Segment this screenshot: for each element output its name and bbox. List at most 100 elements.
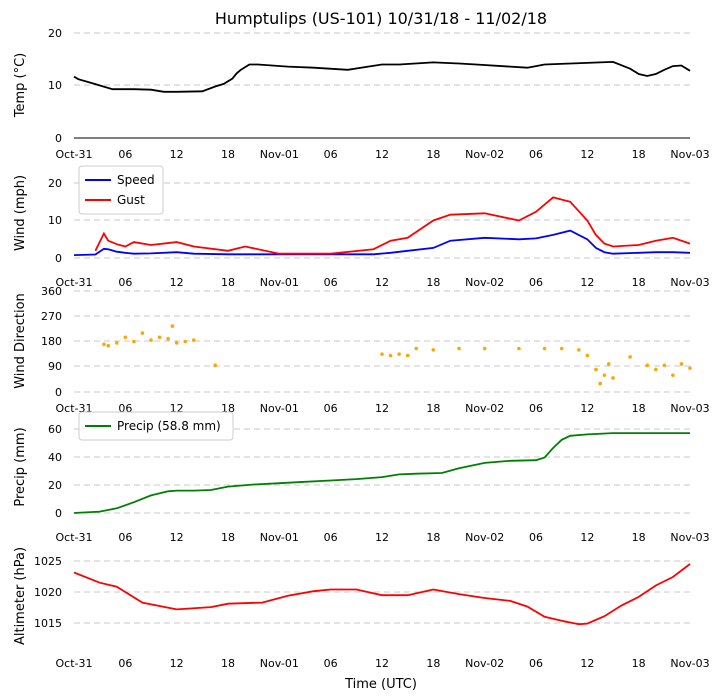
x-tick-label: 06 bbox=[324, 148, 338, 161]
x-tick-label: 12 bbox=[170, 531, 184, 544]
direction-point bbox=[628, 355, 632, 359]
x-tick-label: 06 bbox=[529, 531, 543, 544]
x-tick-label: 06 bbox=[118, 657, 132, 670]
y-tick-label: 0 bbox=[55, 507, 62, 520]
direction-point bbox=[191, 338, 196, 342]
x-tick-label: Nov-03 bbox=[670, 148, 709, 161]
x-tick-label: 12 bbox=[580, 276, 594, 289]
x-tick-label: 12 bbox=[375, 402, 389, 415]
direction-point bbox=[482, 346, 487, 351]
x-tick-label: Nov-01 bbox=[260, 531, 299, 544]
x-tick-label: 18 bbox=[221, 148, 235, 161]
x-tick-label: 12 bbox=[170, 276, 184, 289]
direction-point bbox=[542, 346, 547, 351]
direction-point bbox=[174, 341, 179, 345]
direction-point bbox=[671, 373, 675, 377]
x-tick-label: Nov-03 bbox=[670, 657, 709, 670]
x-tick-label: 12 bbox=[375, 148, 389, 161]
direction-point bbox=[611, 376, 615, 380]
x-tick-label: Nov-01 bbox=[260, 657, 299, 670]
x-tick-label: 12 bbox=[375, 276, 389, 289]
y-tick-label: 180 bbox=[41, 335, 62, 348]
x-tick-label: Oct-31 bbox=[56, 657, 93, 670]
x-tick-label: 06 bbox=[324, 402, 338, 415]
x-tick-label: 18 bbox=[632, 402, 646, 415]
y-tick-label: 20 bbox=[48, 479, 62, 492]
y-axis-label: Altimeter (hPa) bbox=[13, 547, 28, 645]
x-tick-label: 06 bbox=[324, 531, 338, 544]
y-axis-label: Temp (°C) bbox=[13, 53, 28, 119]
x-tick-label: 06 bbox=[324, 657, 338, 670]
x-tick-label: Nov-02 bbox=[465, 531, 504, 544]
x-tick-label: 18 bbox=[426, 531, 440, 544]
direction-point bbox=[598, 381, 602, 386]
direction-point bbox=[123, 335, 128, 340]
direction-point bbox=[594, 367, 598, 372]
x-tick-label: Nov-03 bbox=[670, 402, 709, 415]
x-tick-label: 12 bbox=[580, 657, 594, 670]
x-tick-label: 06 bbox=[324, 276, 338, 289]
direction-point bbox=[157, 335, 162, 340]
direction-point bbox=[688, 366, 692, 370]
y-tick-label: 1015 bbox=[34, 617, 62, 630]
x-tick-label: Nov-01 bbox=[260, 148, 299, 161]
series-line-temp bbox=[73, 60, 691, 93]
y-tick-label: 60 bbox=[48, 423, 62, 436]
y-axis-label: Wind (mph) bbox=[13, 175, 28, 251]
y-tick-label: 10 bbox=[48, 79, 62, 92]
x-tick-label: 18 bbox=[426, 402, 440, 415]
direction-point bbox=[405, 353, 410, 358]
x-tick-label: 06 bbox=[118, 531, 132, 544]
x-tick-label: 18 bbox=[221, 276, 235, 289]
direction-point bbox=[102, 342, 106, 347]
y-tick-label: 1025 bbox=[34, 555, 62, 568]
legend-entry: Speed bbox=[117, 173, 155, 187]
x-tick-label: Nov-03 bbox=[670, 276, 709, 289]
y-tick-label: 1020 bbox=[34, 586, 62, 599]
x-tick-label: 06 bbox=[529, 402, 543, 415]
direction-point bbox=[517, 346, 521, 351]
y-tick-label: 270 bbox=[41, 310, 62, 323]
direction-point bbox=[414, 346, 419, 351]
x-tick-label: 06 bbox=[529, 276, 543, 289]
panel-precip: 0 20 40 60 Precip (mm) Oct-31 06 12 18 Nov-01 06 12… bbox=[13, 411, 710, 544]
direction-point bbox=[585, 353, 590, 358]
legend-box bbox=[78, 165, 164, 215]
x-tick-label: 18 bbox=[221, 657, 235, 670]
y-axis-label: Wind Direction bbox=[13, 293, 28, 389]
y-axis-label: Precip (mm) bbox=[13, 427, 28, 506]
direction-point bbox=[166, 336, 170, 341]
direction-point bbox=[559, 346, 564, 351]
direction-point bbox=[140, 331, 145, 335]
direction-point bbox=[606, 362, 611, 366]
y-tick-label: 10 bbox=[48, 214, 62, 227]
direction-point bbox=[388, 353, 393, 358]
direction-point bbox=[106, 343, 111, 348]
x-tick-label: 06 bbox=[529, 657, 543, 670]
x-tick-label: 18 bbox=[632, 657, 646, 670]
x-tick-label: 12 bbox=[580, 402, 594, 415]
legend-entry: Gust bbox=[117, 193, 145, 207]
x-tick-label: Nov-02 bbox=[465, 276, 504, 289]
x-tick-label: Oct-31 bbox=[56, 531, 93, 544]
direction-point bbox=[431, 348, 436, 352]
legend-entry: Precip (58.8 mm) bbox=[117, 419, 221, 433]
x-axis-label: Time (UTC) bbox=[344, 677, 417, 692]
x-tick-label: 18 bbox=[426, 276, 440, 289]
x-tick-label: Nov-02 bbox=[465, 402, 504, 415]
x-tick-label: 12 bbox=[170, 657, 184, 670]
direction-point bbox=[645, 363, 650, 368]
direction-point bbox=[149, 338, 153, 342]
series-line-gust bbox=[94, 196, 691, 255]
direction-point bbox=[679, 362, 684, 366]
direction-point bbox=[183, 339, 188, 344]
y-tick-label: 0 bbox=[55, 132, 62, 145]
direction-point bbox=[662, 363, 667, 368]
x-tick-label: Oct-31 bbox=[56, 148, 93, 161]
direction-point bbox=[457, 346, 461, 351]
panel-temperature: 0 10 20 Temp (°C) Oct-31 06 12 18 Nov-01 06 12 18 No… bbox=[13, 27, 710, 161]
series-line-speed bbox=[73, 229, 691, 256]
x-tick-label: 06 bbox=[118, 276, 132, 289]
